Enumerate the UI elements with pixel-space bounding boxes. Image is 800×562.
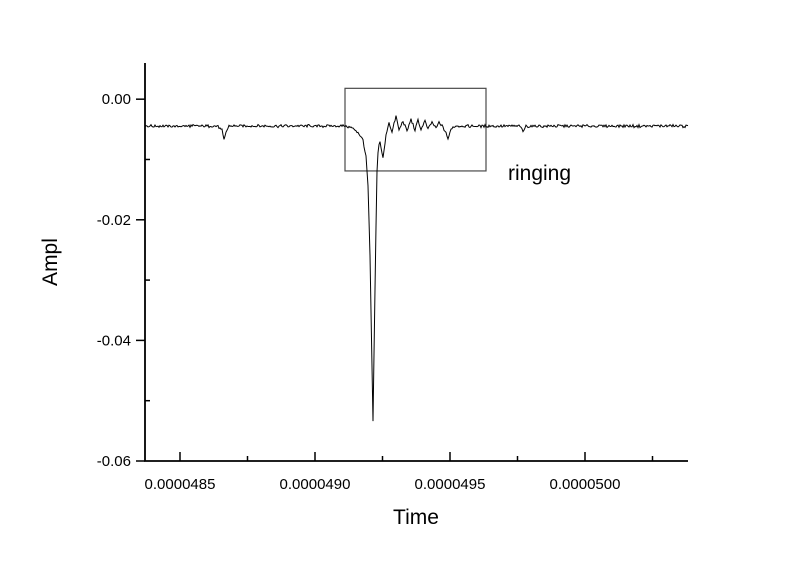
x-tick-label: 0.0000490 [280, 476, 351, 493]
axis-tick-labels: 0.0000485 0.0000490 0.0000495 0.0000500 0.00… [97, 91, 621, 493]
y-tick-label: -0.02 [97, 212, 131, 229]
y-tick-label: 0.00 [102, 91, 131, 108]
signal-trace [144, 115, 689, 422]
y-tick-label: -0.04 [97, 332, 131, 349]
zoom-region-box [344, 87, 487, 172]
x-tick-label: 0.0000500 [550, 476, 621, 493]
axis-ticks [136, 98, 654, 462]
y-tick-label: -0.06 [97, 453, 131, 470]
ringing-annotation: ringing [508, 162, 571, 185]
x-axis-title: Time [393, 506, 439, 529]
x-tick-label: 0.0000495 [415, 476, 486, 493]
x-tick-label: 0.0000485 [145, 476, 216, 493]
y-axis-title: Ampl [39, 238, 62, 286]
